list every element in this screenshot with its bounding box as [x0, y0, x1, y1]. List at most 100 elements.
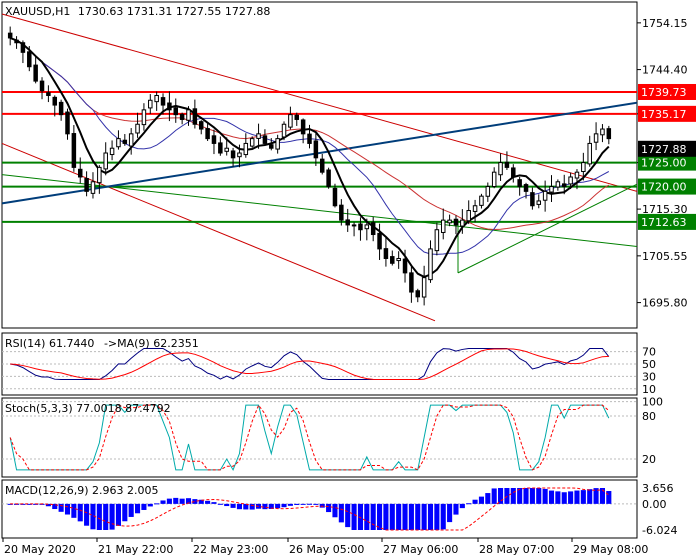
level-tag-1725.00	[638, 154, 696, 171]
candle-body	[249, 138, 255, 147]
rsi-label: RSI(14) 61.7440	[5, 337, 95, 350]
candle-body	[479, 195, 484, 206]
candle-body	[77, 168, 83, 178]
macd-bar	[135, 503, 141, 514]
macd-bar	[205, 500, 211, 504]
macd-bar	[313, 503, 319, 505]
macd-bar	[185, 498, 192, 504]
candle-body	[377, 232, 382, 250]
x-tick-label: 29 May 08:00	[573, 543, 648, 556]
macd-bar	[249, 503, 255, 510]
candle-body	[460, 219, 465, 227]
candle-body	[511, 167, 516, 178]
rsi-level-label: 70	[642, 346, 656, 359]
candle-body	[71, 133, 77, 168]
macd-bar	[84, 503, 90, 526]
macd-bar	[154, 503, 160, 505]
candle-body	[141, 109, 147, 126]
candle-body	[390, 256, 395, 264]
macd-bar	[408, 503, 414, 530]
candle-body	[237, 152, 242, 158]
candle-body	[211, 135, 217, 144]
level-tag-label: 1720.00	[641, 181, 687, 194]
macd-signal-line	[10, 487, 610, 531]
x-tick-label: 28 May 07:00	[479, 543, 554, 556]
macd-bar	[166, 498, 172, 504]
level-tag-label: 1735.17	[641, 108, 687, 121]
macd-bar	[179, 498, 185, 504]
candle-body	[218, 142, 223, 154]
candle-body	[517, 179, 522, 188]
candle-body	[294, 114, 300, 120]
candle-body	[173, 107, 179, 116]
candle-body	[440, 219, 446, 233]
candle-body	[307, 133, 312, 144]
macd-bar	[510, 488, 516, 504]
macd-bar	[96, 503, 102, 530]
level-tag-1739.73	[638, 83, 696, 100]
macd-bar	[357, 503, 363, 530]
candle-body	[587, 142, 592, 165]
candle-body	[396, 257, 401, 262]
candle-body	[58, 101, 64, 116]
macd-bar	[599, 488, 605, 504]
y-tick-label: 1744.40	[642, 64, 688, 77]
rsi-pane-label: RSI(14) 61.7440 ->MA(9) 62.2351	[5, 337, 199, 350]
macd-bar	[478, 496, 484, 504]
stoch-level-label: 100	[642, 396, 663, 409]
macd-bar	[268, 503, 274, 509]
candle-body	[383, 248, 389, 259]
candle-body	[345, 219, 350, 226]
level-tag-1720.00	[638, 178, 696, 195]
macd-bar	[364, 503, 370, 530]
candle-body	[319, 158, 325, 173]
macd-bar	[77, 503, 83, 522]
candle-body	[122, 139, 128, 144]
macd-bar	[517, 488, 523, 504]
candle-body	[358, 223, 363, 231]
candle-body	[135, 123, 140, 134]
candle-body	[351, 224, 357, 227]
candle-body	[14, 39, 19, 44]
macd-bar	[294, 503, 300, 505]
macd-bar	[230, 503, 236, 508]
stoch-signal-line	[9, 404, 610, 471]
green-rising-line	[457, 183, 638, 274]
macd-bar	[434, 503, 440, 530]
macd-bar	[332, 503, 338, 518]
macd-bar	[217, 503, 223, 505]
current-price-tag	[638, 140, 696, 157]
macd-bar	[141, 503, 147, 510]
candle-body	[453, 218, 459, 226]
y-tick-label: 1754.15	[642, 17, 688, 30]
candle-body	[326, 169, 331, 188]
candle-body	[428, 248, 433, 281]
macd-tick-label: 3.656	[642, 482, 674, 495]
macd-tick-label: -6.024	[642, 524, 677, 537]
candle-body	[7, 32, 13, 39]
macd-bar	[287, 503, 293, 506]
x-tick-label: 20 May 2020	[4, 543, 76, 556]
macd-bar	[338, 503, 344, 523]
candle-body	[167, 102, 172, 111]
candle-body	[39, 80, 45, 92]
macd-bar	[147, 503, 153, 507]
macd-bar	[243, 503, 249, 510]
candle-body	[192, 108, 198, 125]
macd-bar	[555, 491, 561, 504]
candle-body	[90, 181, 96, 194]
rsi-level-label: 50	[642, 358, 656, 371]
macd-bar	[160, 500, 166, 504]
macd-bar	[472, 499, 478, 504]
candle-body	[485, 186, 491, 197]
candle-body	[332, 187, 338, 207]
macd-bar	[574, 490, 580, 504]
candle-body	[555, 181, 561, 188]
macd-bar	[198, 499, 204, 504]
macd-bar	[466, 503, 472, 505]
candle-body	[466, 210, 471, 222]
macd-bar	[440, 503, 446, 530]
macd-bar	[498, 488, 504, 504]
macd-bar	[370, 503, 376, 530]
